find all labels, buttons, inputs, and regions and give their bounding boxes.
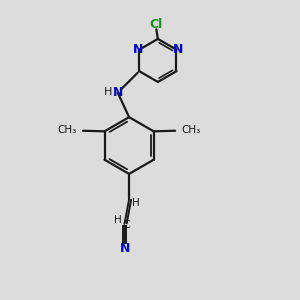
Text: H: H: [104, 87, 112, 97]
Text: H: H: [114, 214, 122, 225]
Text: N: N: [119, 242, 130, 255]
Text: H: H: [132, 198, 140, 208]
Text: CH₃: CH₃: [57, 125, 76, 135]
Text: N: N: [173, 43, 183, 56]
Text: C: C: [122, 220, 130, 230]
Text: N: N: [133, 43, 143, 56]
Text: N: N: [113, 85, 124, 99]
Text: CH₃: CH₃: [182, 125, 201, 135]
Text: Cl: Cl: [150, 18, 163, 31]
